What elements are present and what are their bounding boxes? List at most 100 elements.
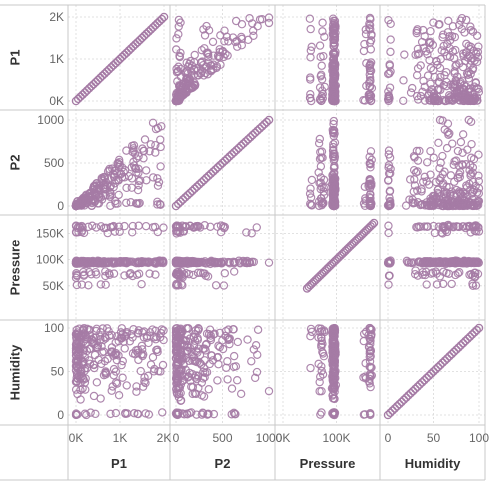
data-point <box>446 171 456 180</box>
data-point <box>463 96 473 106</box>
x-tick-label: 0K <box>276 431 291 445</box>
x-tick-label: 2K <box>157 431 172 445</box>
data-point <box>422 222 431 231</box>
data-point <box>425 44 434 54</box>
data-point <box>384 146 394 155</box>
data-point <box>174 325 183 335</box>
data-point <box>463 200 472 210</box>
data-point <box>82 410 91 420</box>
data-point <box>449 347 459 357</box>
data-point <box>218 336 227 345</box>
data-point <box>193 258 202 268</box>
data-point <box>453 269 463 278</box>
x-tick-label: 100K <box>323 431 351 445</box>
data-point <box>127 163 136 172</box>
data-point <box>175 329 184 339</box>
data-point <box>392 402 402 411</box>
data-point <box>468 281 478 290</box>
data-point <box>91 409 100 419</box>
data-point <box>385 83 395 92</box>
data-point <box>436 72 445 82</box>
data-point <box>264 115 274 125</box>
data-point <box>155 16 164 26</box>
data-point <box>384 163 393 172</box>
data-point <box>386 35 395 44</box>
data-point <box>227 384 237 393</box>
data-point <box>458 160 467 170</box>
data-point <box>330 323 339 333</box>
data-point <box>459 222 468 231</box>
data-point <box>213 163 223 172</box>
data-point <box>413 95 423 104</box>
data-point <box>458 148 467 157</box>
data-point <box>194 371 203 381</box>
data-point <box>72 228 81 237</box>
data-point <box>187 347 196 357</box>
data-point <box>474 150 483 159</box>
data-point <box>150 333 159 342</box>
data-point <box>246 132 255 142</box>
data-point <box>118 163 127 172</box>
data-point <box>159 326 168 335</box>
data-point <box>307 42 316 52</box>
data-point <box>175 52 185 62</box>
data-point <box>189 333 198 342</box>
data-point <box>251 340 261 350</box>
data-point <box>384 92 394 102</box>
data-point <box>453 173 463 183</box>
data-point <box>141 409 150 418</box>
data-point <box>126 197 135 207</box>
data-point <box>330 87 339 96</box>
data-point <box>133 258 143 267</box>
x-tick-label: 0 <box>385 431 392 445</box>
data-point <box>318 18 327 27</box>
row-labels: P1 P2 Pressure Humidity <box>7 50 22 401</box>
data-point <box>426 257 436 267</box>
data-point <box>329 409 338 418</box>
data-point <box>248 26 258 35</box>
data-point <box>426 146 435 156</box>
data-point <box>470 82 479 91</box>
data-point <box>306 332 315 341</box>
data-point <box>365 19 374 29</box>
data-point <box>433 60 442 70</box>
data-point <box>410 181 420 190</box>
data-point <box>229 325 238 334</box>
y-tick-label: 0 <box>57 199 64 213</box>
data-point <box>197 410 207 419</box>
data-point <box>315 154 325 164</box>
data-point <box>430 228 440 238</box>
data-point <box>114 390 124 400</box>
y-tick-label: 1K <box>49 52 64 66</box>
data-point <box>213 353 222 362</box>
data-point <box>87 201 96 211</box>
data-point <box>466 56 476 65</box>
data-point <box>190 50 199 60</box>
data-point <box>148 23 158 32</box>
data-point <box>366 336 375 346</box>
column-axis-label: Pressure <box>300 456 356 471</box>
data-point <box>197 45 206 55</box>
data-point <box>209 330 218 339</box>
data-point <box>383 410 393 420</box>
data-point <box>89 391 99 401</box>
data-point <box>472 96 482 105</box>
data-point <box>366 147 376 156</box>
data-point <box>109 221 118 231</box>
data-point <box>183 190 192 200</box>
data-point <box>184 269 194 279</box>
data-point <box>253 126 262 136</box>
data-point <box>366 36 376 45</box>
data-point <box>150 21 160 30</box>
data-point <box>413 156 423 165</box>
data-point <box>451 256 460 265</box>
data-point <box>139 333 149 342</box>
data-point <box>109 61 118 70</box>
data-point <box>445 352 454 361</box>
data-point <box>252 223 261 232</box>
data-point <box>361 359 370 368</box>
data-point <box>148 223 158 232</box>
data-point <box>112 379 122 388</box>
data-point <box>426 170 435 179</box>
data-point <box>78 357 87 366</box>
